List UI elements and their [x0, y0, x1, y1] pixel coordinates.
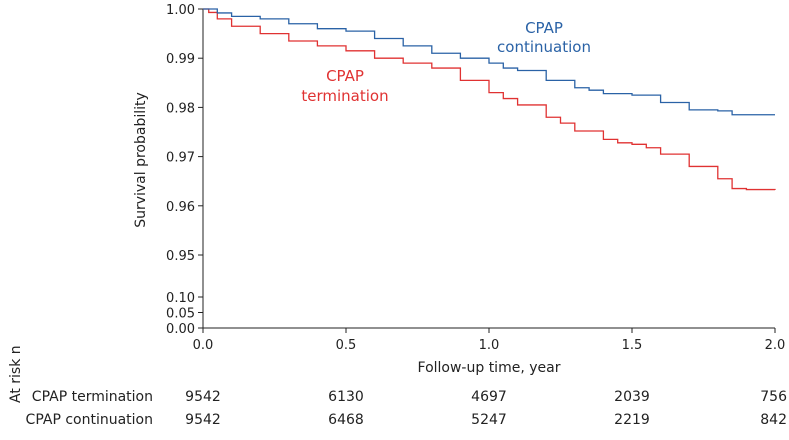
series-layer — [203, 8, 776, 191]
at-risk-row-termination: CPAP termination 9542 6130 4697 2039 756 — [0, 389, 789, 409]
y-tick-label: 0.99 — [166, 52, 195, 67]
series-label-termination-line2: termination — [301, 87, 388, 105]
at-risk-value: 5247 — [471, 412, 507, 428]
at-risk-value: 9542 — [185, 412, 221, 428]
x-tick-label: 1.5 — [622, 338, 643, 353]
x-tick-label: 0.0 — [193, 338, 214, 353]
y-tick-label: 0.10 — [166, 291, 195, 306]
at-risk-value: 6130 — [328, 389, 364, 405]
x-tick-label: 0.5 — [336, 338, 357, 353]
series-label-continuation-line2: continuation — [497, 38, 591, 56]
series-line-termination — [203, 8, 776, 191]
at-risk-row-label: CPAP continuation — [25, 412, 153, 428]
at-risk-value: 6468 — [328, 412, 364, 428]
at-risk-row-continuation: CPAP continuation 9542 6468 5247 2219 84… — [0, 412, 789, 432]
y-tick-label: 1.00 — [166, 3, 195, 18]
y-tick-label: 0.97 — [166, 151, 195, 166]
series-line-continuation — [203, 8, 775, 116]
at-risk-value: 842 — [760, 412, 787, 428]
series-label-termination-line1: CPAP — [326, 67, 364, 85]
y-axis-label: Survival probability — [133, 92, 149, 228]
y-tick-label: 0.00 — [166, 322, 195, 337]
y-tick-label: 0.98 — [166, 101, 195, 116]
at-risk-row-label: CPAP termination — [31, 389, 153, 405]
at-risk-value: 756 — [760, 389, 787, 405]
y-tick-label: 0.05 — [166, 307, 195, 322]
at-risk-value: 2219 — [614, 412, 650, 428]
x-ticks: 0.0 0.5 1.0 1.5 2.0 — [193, 328, 786, 353]
at-risk-value: 9542 — [185, 389, 221, 405]
x-tick-label: 2.0 — [765, 338, 786, 353]
x-tick-label: 1.0 — [479, 338, 500, 353]
y-tick-label: 0.95 — [166, 249, 195, 264]
series-label-continuation-line1: CPAP — [525, 19, 563, 37]
at-risk-value: 2039 — [614, 389, 650, 405]
y-ticks: 1.00 0.99 0.98 0.97 0.96 0.95 0.100.050.00 — [166, 3, 203, 337]
y-tick-label: 0.96 — [166, 200, 195, 215]
at-risk-value: 4697 — [471, 389, 507, 405]
axes — [202, 9, 775, 329]
x-axis-label: Follow-up time, year — [418, 360, 561, 376]
